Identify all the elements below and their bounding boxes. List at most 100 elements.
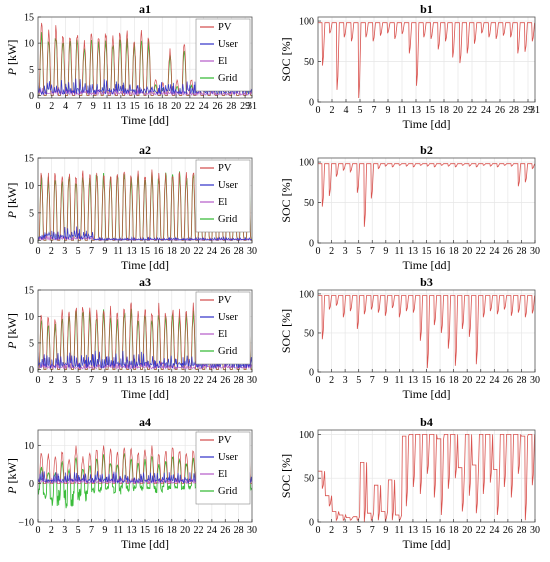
x-tick-label: 9 <box>386 105 391 116</box>
x-tick-label: 24 <box>489 246 499 257</box>
legend-entry: PV <box>218 295 232 306</box>
x-tick-label: 7 <box>370 375 375 386</box>
x-tick-label: 7 <box>89 246 94 257</box>
x-tick-label: 15 <box>422 375 432 386</box>
y-tick-label: 10 <box>24 441 34 452</box>
x-tick-label: 28 <box>516 375 526 386</box>
panel-title: a1 <box>139 2 151 16</box>
x-tick-label: 26 <box>503 525 513 536</box>
x-tick-label: 20 <box>462 246 472 257</box>
legend-a1: PV User El Grid <box>195 18 251 92</box>
legend-entry: User <box>218 39 238 50</box>
x-tick-label: 13 <box>408 246 418 257</box>
legend-a3: PV User El Grid <box>195 291 251 365</box>
x-tick-label: 16 <box>435 525 445 536</box>
y-tick-label: 0 <box>29 479 34 490</box>
y-axis-label-unit: [kW] <box>5 458 19 486</box>
y-tick-label: 0 <box>309 239 314 250</box>
y-axis-label: SOC [%] <box>279 178 293 222</box>
x-tick-label: 2 <box>329 525 334 536</box>
x-tick-label: 30 <box>247 246 257 257</box>
x-tick-label: 30 <box>530 375 540 386</box>
x-tick-label: 28 <box>516 246 526 257</box>
y-axis-label: P [kW] <box>5 313 19 350</box>
y-tick-label: 10 <box>24 39 34 50</box>
y-axis-label: P [kW] <box>5 458 19 495</box>
x-tick-label: 18 <box>167 246 177 257</box>
x-tick-label: 13 <box>116 101 126 112</box>
x-tick-label: 20 <box>180 246 190 257</box>
y-axis-label: P [kW] <box>5 183 19 220</box>
x-tick-label: 3 <box>343 375 348 386</box>
panel-b3: 0 2 3 5 7 9 11 13 15 16 18 20 22 24 26 28 30050100b3Time… <box>279 275 540 401</box>
legend-entry: El <box>218 329 227 340</box>
x-tick-label: 15 <box>130 101 140 112</box>
x-tick-label: 4 <box>344 105 349 116</box>
x-tick-label: 20 <box>180 525 190 536</box>
x-tick-label: 30 <box>530 246 540 257</box>
panel-title: a3 <box>139 275 151 289</box>
x-tick-label: 22 <box>194 375 204 386</box>
y-tick-label: 10 <box>24 181 34 192</box>
x-tick-label: 24 <box>207 246 217 257</box>
legend-entry: El <box>218 56 227 67</box>
x-tick-label: 5 <box>356 375 361 386</box>
x-tick-label: 11 <box>113 375 123 386</box>
y-tick-label: 100 <box>299 430 314 441</box>
x-tick-label: 5 <box>76 525 81 536</box>
x-tick-label: 9 <box>102 375 107 386</box>
panel-title: a4 <box>139 415 151 429</box>
x-tick-label: 16 <box>153 375 163 386</box>
x-tick-label: 18 <box>167 525 177 536</box>
x-tick-label: 22 <box>185 101 195 112</box>
x-tick-label: 26 <box>503 246 513 257</box>
legend-entry: Grid <box>218 73 238 84</box>
x-tick-label: 22 <box>476 246 486 257</box>
x-tick-label: 22 <box>194 246 204 257</box>
x-tick-label: 22 <box>467 105 477 116</box>
y-tick-label: 10 <box>24 312 34 323</box>
panel-b1: 0 2 4 5 7 9 11 13 15 18 20 22 24 26 28 2931050100b1Time… <box>279 2 540 131</box>
x-tick-label: 22 <box>476 375 486 386</box>
x-tick-label: 18 <box>167 375 177 386</box>
x-tick-label: 11 <box>102 101 112 112</box>
x-tick-label: 7 <box>89 375 94 386</box>
series-line-soc <box>318 163 535 227</box>
x-tick-label: 11 <box>113 525 123 536</box>
y-tick-label: 0 <box>309 368 314 379</box>
y-tick-label: 15 <box>24 286 34 297</box>
x-tick-label: 26 <box>503 375 513 386</box>
x-tick-label: 0 <box>36 525 41 536</box>
x-tick-label: 5 <box>76 246 81 257</box>
x-tick-label: 18 <box>449 246 459 257</box>
x-tick-label: 22 <box>194 525 204 536</box>
x-tick-label: 2 <box>330 105 335 116</box>
x-tick-label: 26 <box>212 101 222 112</box>
x-tick-label: 13 <box>127 525 137 536</box>
x-tick-label: 11 <box>395 246 405 257</box>
panel-title: b3 <box>420 275 433 289</box>
x-tick-label: 18 <box>449 525 459 536</box>
x-tick-label: 29 <box>240 101 250 112</box>
x-tick-label: 30 <box>247 375 257 386</box>
y-tick-label: 100 <box>299 17 314 28</box>
x-tick-label: 11 <box>113 246 123 257</box>
x-tick-label: 9 <box>383 525 388 536</box>
x-tick-label: 28 <box>234 525 244 536</box>
x-tick-label: 3 <box>62 525 67 536</box>
x-tick-label: 28 <box>234 246 244 257</box>
y-tick-label: 50 <box>304 198 314 209</box>
x-tick-label: 18 <box>439 105 449 116</box>
y-axis-label-symbol: P <box>5 486 19 495</box>
x-tick-label: 15 <box>140 375 150 386</box>
series-line-user <box>38 226 252 242</box>
y-tick-label: 15 <box>24 154 34 165</box>
legend-box <box>195 18 251 92</box>
panel-a1: 0 2 4 7 9 11 13 15 16 18 20 22 24 26 28 2931051015a1Tim… <box>5 2 257 127</box>
x-tick-label: 7 <box>372 105 377 116</box>
x-tick-label: 0 <box>316 246 321 257</box>
x-tick-label: 30 <box>247 525 257 536</box>
y-tick-label: 0 <box>29 236 34 247</box>
y-tick-label: 5 <box>29 208 34 219</box>
